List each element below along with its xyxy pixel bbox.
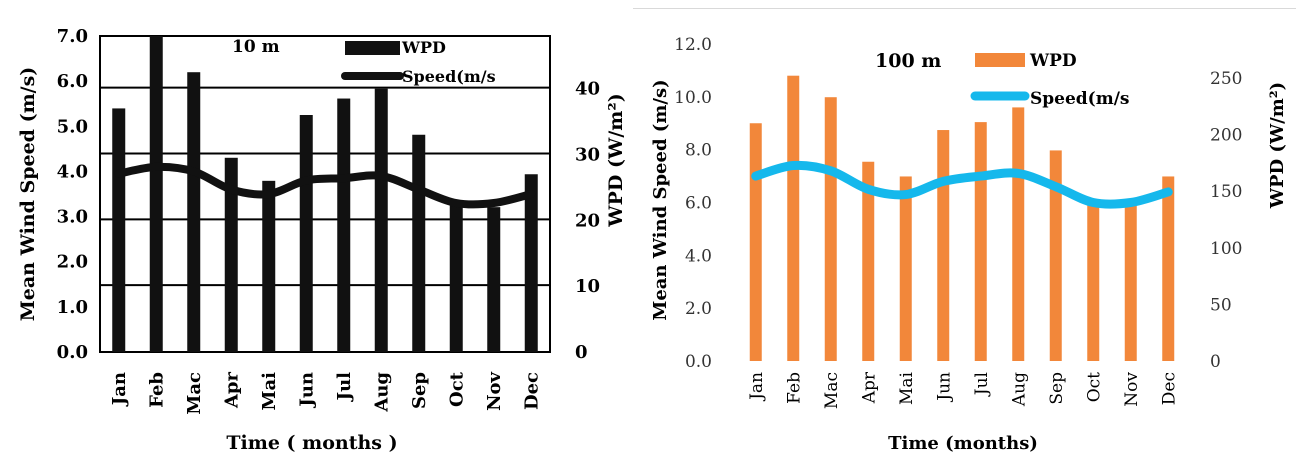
y2-tick-label: 30 <box>575 145 600 166</box>
x-tick-label: Oct <box>1084 372 1104 402</box>
x-axis-title: Time ( months ) <box>226 432 397 454</box>
y2-tick-label: 40 <box>575 79 600 100</box>
x-tick-label: Sep <box>409 372 430 409</box>
x-tick-label: Nov <box>484 371 505 410</box>
y-axis-title: Mean Wind Speed (m/s) <box>17 67 39 322</box>
bar-wpd-sep <box>412 134 426 352</box>
x-tick-label: Jan <box>109 372 130 407</box>
line-speed <box>114 162 536 209</box>
x-tick-label: Apr <box>221 371 242 409</box>
y-tick-label: 2.0 <box>685 299 712 319</box>
x-tick-label: Aug <box>371 372 392 413</box>
bar-wpd-jan <box>749 123 762 361</box>
legend-wpd-label: WPD <box>1029 51 1077 71</box>
x-tick-label: Apr <box>859 371 879 404</box>
bar-wpd-oct <box>449 200 463 352</box>
bar-wpd-nov <box>1124 200 1137 361</box>
legend-speed-label: Speed(m/s <box>402 67 496 86</box>
bar-wpd-aug <box>374 88 388 353</box>
bar-wpd-jun <box>937 130 950 361</box>
y2-tick-label: 250 <box>1210 69 1242 89</box>
y-tick-label: 5.0 <box>57 116 88 137</box>
bar-wpd-mac <box>187 72 201 352</box>
y-tick-label: 2.0 <box>57 252 88 273</box>
legend-speed-label: Speed(m/s <box>1030 89 1130 109</box>
legend-bar-swatch <box>345 41 400 55</box>
x-tick-label: Mac <box>822 372 842 409</box>
x-tick-label: Jul <box>334 372 355 403</box>
chart-left: 0.0 1.0 2.0 3.0 4.0 5.0 6.0 7.0 0 10 20 30 40 Jan Feb M… <box>17 26 627 454</box>
x-tick-label: Jan <box>747 372 767 402</box>
x-tick-label: Jun <box>296 372 317 409</box>
bar-wpd-dec <box>524 174 538 352</box>
y-tick-label: 10.0 <box>674 88 712 108</box>
bar-wpd-mai <box>262 180 276 352</box>
bar-wpd-jun <box>299 115 313 352</box>
y2-tick-label: 50 <box>1210 295 1232 315</box>
y-tick-label: 4.0 <box>57 161 88 182</box>
x-tick-label: Feb <box>784 372 804 404</box>
y-tick-label: 6.0 <box>685 194 712 214</box>
y2-axis-title: WPD (W/m²) <box>1267 82 1288 209</box>
bar-wpd-jul <box>337 98 351 353</box>
y-tick-label: 0.0 <box>685 352 712 372</box>
x-tick-label: Dec <box>1159 372 1179 405</box>
bar-wpd-jan <box>112 108 126 353</box>
y2-axis-title: WPD (W/m²) <box>605 93 627 227</box>
y2-tick-label: 20 <box>575 210 600 231</box>
y2-tick-label: 150 <box>1210 182 1242 202</box>
x-tick-label: Sep <box>1047 372 1067 405</box>
y-tick-label: 3.0 <box>57 207 88 228</box>
bar-wpd-jul <box>974 122 987 361</box>
bar-wpd-feb <box>149 36 163 352</box>
bar-wpd-mai <box>899 176 912 361</box>
bar-wpd-sep <box>1049 150 1062 361</box>
y-tick-label: 1.0 <box>57 297 88 318</box>
y2-tick-label: 200 <box>1210 126 1242 146</box>
x-tick-label: Dec <box>521 372 542 410</box>
x-tick-label: Nov <box>1122 372 1142 407</box>
y2-tick-label: 0 <box>575 342 588 363</box>
bar-wpd-dec <box>1162 176 1175 361</box>
y2-tick-label: 10 <box>575 276 600 297</box>
bar-wpd-feb <box>787 75 800 361</box>
y-tick-label: 12.0 <box>674 35 712 55</box>
x-axis-title: Time (months) <box>888 433 1038 454</box>
bar-wpd-nov <box>487 207 501 352</box>
y-tick-label: 0.0 <box>57 342 88 363</box>
right-panel-border <box>633 8 1296 459</box>
y-tick-label: 7.0 <box>57 26 88 47</box>
y-tick-label: 8.0 <box>685 141 712 161</box>
chart-title: 10 m <box>232 37 280 57</box>
y2-tick-label: 0 <box>1210 352 1221 372</box>
x-tick-label: Jul <box>972 372 992 397</box>
x-tick-label: Oct <box>446 371 467 407</box>
x-tick-label: Aug <box>1009 372 1029 407</box>
y-tick-label: 4.0 <box>685 246 712 266</box>
y-tick-label: 6.0 <box>57 71 88 92</box>
x-tick-label: Mai <box>897 371 917 405</box>
line-speed <box>751 160 1173 209</box>
x-tick-label: Mac <box>184 372 205 415</box>
plot-frame <box>99 35 551 353</box>
x-tick-label: Jun <box>934 372 954 403</box>
bar-wpd-mac <box>824 97 837 361</box>
chart-title: 100 m <box>875 50 941 72</box>
bar-wpd-apr <box>862 161 875 361</box>
legend-bar-swatch <box>975 53 1025 67</box>
y-axis-title: Mean Wind Speed (m/s) <box>650 79 671 320</box>
x-tick-label: Feb <box>146 372 167 408</box>
y2-tick-label: 100 <box>1210 239 1242 259</box>
legend-wpd-label: WPD <box>401 38 446 57</box>
x-tick-label: Mai <box>259 372 280 411</box>
bar-wpd-apr <box>224 157 238 352</box>
bar-wpd-oct <box>1087 200 1100 361</box>
chart-right: 0.0 2.0 4.0 6.0 8.0 10.0 12.0 0 50 100 150 200 250 Ja… <box>650 35 1288 454</box>
